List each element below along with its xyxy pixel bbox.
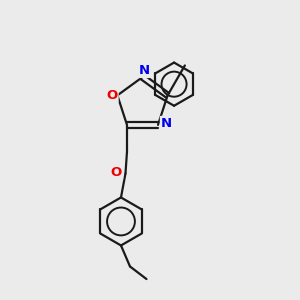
Text: N: N bbox=[161, 117, 172, 130]
Text: O: O bbox=[106, 89, 118, 102]
Text: O: O bbox=[111, 167, 122, 179]
Text: N: N bbox=[138, 64, 150, 77]
